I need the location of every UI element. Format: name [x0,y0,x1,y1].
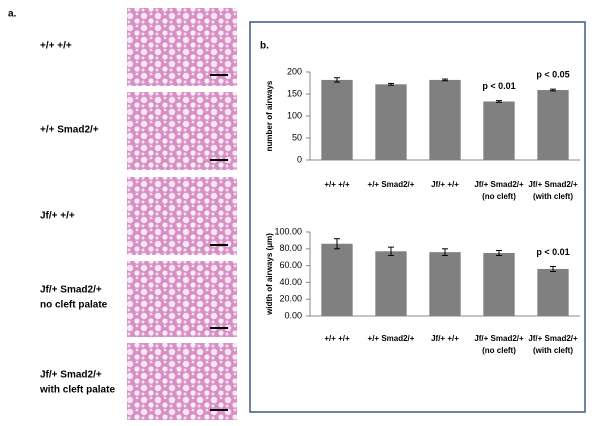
y-tick-label: 40.00 [279,277,302,287]
x-tick-label: Jf/+ Smad2/+ [474,334,524,343]
histology-image [127,92,237,170]
y-tick-label: 50 [292,132,302,142]
annotation: p < 0.01 [536,247,569,257]
error-bar [334,77,340,83]
histology-image [127,8,237,86]
x-tick-label: +/+ Smad2/+ [368,334,415,343]
histology-image [127,177,237,255]
bar [483,101,515,160]
x-tick-label: Jf/+ +/+ [431,334,459,343]
y-tick-label: 80.00 [279,243,302,253]
x-tick-label: (with cleft) [533,192,573,201]
y-tick-label: 0 [297,154,302,164]
x-tick-label: (no cleft) [482,192,516,201]
error-bar [388,82,394,86]
bar [375,251,407,316]
x-tick-label: Jf/+ +/+ [431,180,459,189]
x-tick-label: +/+ +/+ [324,334,350,343]
error-bar [496,100,502,103]
row-label: Jf/+ +/+ [40,211,75,222]
row-label: +/+ Smad2/+ [40,125,99,136]
x-tick-label: (no cleft) [482,346,516,355]
row-label: +/+ +/+ [40,41,72,52]
row-label: no cleft palate [40,300,108,311]
y-tick-label: 100 [287,110,302,120]
bar [537,268,569,316]
bar [483,253,515,316]
y-tick-label: 60.00 [279,260,302,270]
error-bar [442,78,448,82]
x-tick-label: +/+ +/+ [324,180,350,189]
row-label: Jf/+ Smad2/+ [40,370,102,381]
error-bar [550,265,556,272]
error-bar [496,249,502,257]
panel-label: a. [8,9,17,20]
panel-label: b. [260,41,269,52]
error-bar [550,88,556,92]
x-tick-label: Jf/+ Smad2/+ [528,334,578,343]
x-tick-label: Jf/+ Smad2/+ [528,180,578,189]
error-bar [334,238,340,250]
annotation: p < 0.01 [482,81,515,91]
error-bar [388,246,394,257]
bar [375,84,407,160]
y-axis-label: number of airways [265,80,274,151]
y-tick-label: 20.00 [279,294,302,304]
x-tick-label: (with cleft) [533,346,573,355]
annotation: p < 0.05 [536,70,569,80]
histology-image [127,261,237,337]
error-bar [442,248,448,257]
x-tick-label: +/+ Smad2/+ [368,180,415,189]
row-label: with cleft palate [39,385,115,396]
y-axis-label: width of airways (μm) [265,233,274,316]
y-tick-label: 150 [287,88,302,98]
panel-b-frame [249,21,586,413]
bar [429,252,461,316]
x-tick-label: Jf/+ Smad2/+ [474,180,524,189]
bar [429,79,461,160]
histology-images [127,8,237,420]
histology-image [127,343,237,420]
bar [321,243,353,316]
row-label: Jf/+ Smad2/+ [40,285,102,296]
bar [321,79,353,160]
y-tick-label: 200 [287,66,302,76]
y-tick-label: 0.00 [284,310,302,320]
y-tick-label: 100.00 [274,226,302,236]
bar [537,90,569,160]
